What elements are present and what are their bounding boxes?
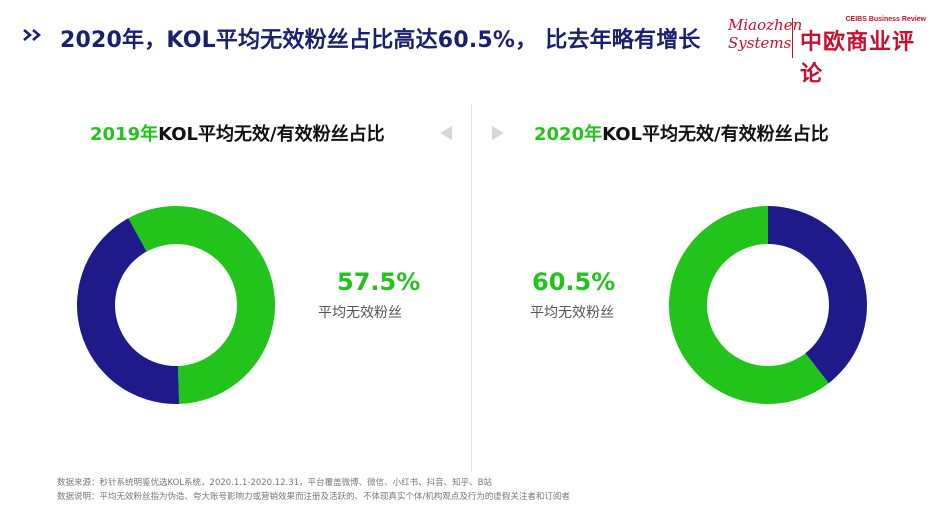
chevron-double-right-icon <box>23 29 42 41</box>
invalid-fans-label-2020: 平均无效粉丝 <box>530 305 614 321</box>
chart-title-2020: 2020年KOL平均无效/有效粉丝占比 <box>534 124 829 145</box>
footnote-source: 数据来源：秒针系统明鉴优选KOL系统，2020.1.1-2020.12.31，平… <box>57 478 492 488</box>
prev-arrow-icon <box>440 126 452 140</box>
miaozhen-logo: Miaozhen Systems <box>728 16 803 52</box>
footnote-note: 数据说明：平均无效粉丝指为伪造、夸大账号影响力或营销效果而注册及活跃的、不体现真… <box>57 492 570 502</box>
panel-divider <box>471 104 472 472</box>
donut-chart-2020 <box>669 206 867 404</box>
donut-slice-invalid <box>669 206 829 404</box>
page-title: 2020年，KOL平均无效粉丝占比高达60.5%， 比去年略有增长 <box>60 28 701 53</box>
donut-slice-valid <box>768 206 867 384</box>
chart-title-2019: 2019年KOL平均无效/有效粉丝占比 <box>90 124 385 145</box>
invalid-fans-percent-2019: 57.5% <box>337 268 421 296</box>
logo-divider <box>792 18 793 58</box>
invalid-fans-label-2019: 平均无效粉丝 <box>318 305 402 321</box>
next-arrow-icon <box>492 126 504 140</box>
donut-slice-valid <box>76 218 180 404</box>
donut-chart-2019 <box>76 206 275 404</box>
donut-slice-invalid <box>128 206 275 404</box>
header: 2020年，KOL平均无效粉丝占比高达60.5%， 比去年略有增长 Miaozh… <box>0 0 938 87</box>
ceibs-logo: CEIBS Business Review 中欧商业评论 <box>800 16 926 87</box>
invalid-fans-percent-2020: 60.5% <box>532 268 616 296</box>
